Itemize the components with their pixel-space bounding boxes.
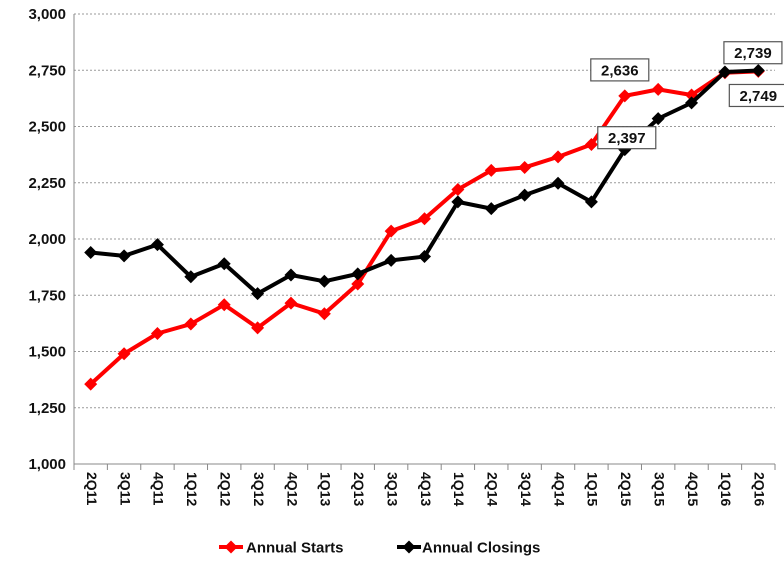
data-point-marker <box>584 138 598 151</box>
data-point-marker <box>551 176 565 190</box>
series-annual-closings <box>84 63 765 301</box>
data-point-marker <box>317 307 331 321</box>
data-point-marker <box>284 296 298 310</box>
x-tick-label: 2Q13 <box>351 472 367 506</box>
callout-text: 2,636 <box>601 62 639 79</box>
y-tick-label: 2,500 <box>28 119 66 136</box>
data-point-marker <box>217 298 231 312</box>
data-point-marker <box>251 287 265 301</box>
data-point-marker <box>84 377 98 391</box>
data-callouts: 2,636 2,397 2,739 2,749 <box>590 41 784 150</box>
data-point-marker <box>351 267 365 281</box>
x-tick-label: 4Q13 <box>418 472 434 506</box>
legend-label: Annual Closings <box>422 540 540 557</box>
data-point-marker <box>84 246 98 259</box>
data-point-marker <box>150 327 164 340</box>
data-point-marker <box>718 65 732 79</box>
x-tick-label: 4Q11 <box>151 472 167 506</box>
x-tick-label: 2Q15 <box>618 472 634 506</box>
data-point-marker <box>117 249 131 263</box>
data-point-marker <box>251 321 265 335</box>
callout-label: 2,636 <box>590 58 650 82</box>
callout-text: 2,739 <box>734 45 772 62</box>
data-point-marker <box>484 163 498 177</box>
x-tick-label: 4Q15 <box>685 472 701 506</box>
series-layer <box>84 63 765 391</box>
data-point-marker <box>518 188 532 202</box>
y-tick-label: 1,750 <box>28 287 66 304</box>
data-point-marker <box>751 63 765 77</box>
series-annual-starts <box>84 64 765 391</box>
gridlines <box>74 13 775 409</box>
legend-marker <box>402 540 416 554</box>
x-tick-label: 1Q12 <box>184 472 200 506</box>
data-point-marker <box>651 112 665 126</box>
y-tick-label: 2,750 <box>28 62 66 79</box>
x-tick-label: 3Q15 <box>651 472 667 506</box>
x-tick-label: 3Q13 <box>384 472 400 506</box>
data-point-marker <box>418 212 431 226</box>
y-axis-ticks: 1,000 1,250 1,500 1,750 2,000 2,250 2,500 2,750… <box>28 6 66 473</box>
callout-text: 2,749 <box>740 88 778 105</box>
x-tick-label: 2Q12 <box>218 472 234 506</box>
y-tick-label: 1,250 <box>28 400 66 417</box>
data-point-marker <box>217 257 231 271</box>
callout-box <box>728 83 784 108</box>
y-tick-label: 1,500 <box>28 344 66 361</box>
x-tick-label: 2Q14 <box>485 472 501 506</box>
x-tick-label: 3Q12 <box>251 472 267 506</box>
callout-label: 2,397 <box>597 126 657 150</box>
x-tick-label: 4Q14 <box>551 472 567 506</box>
legend-item: Annual Starts <box>219 540 344 557</box>
data-point-marker <box>150 238 164 252</box>
axes <box>73 14 775 465</box>
data-point-marker <box>117 347 131 361</box>
data-point-marker <box>351 277 365 291</box>
data-point-marker <box>451 195 465 209</box>
callout-label: 2,749 <box>728 83 784 108</box>
data-point-marker <box>284 268 298 282</box>
legend-label: Annual Starts <box>246 540 344 557</box>
data-point-marker <box>317 274 331 288</box>
data-point-marker <box>418 250 431 264</box>
x-tick-label: 4Q12 <box>284 472 300 506</box>
data-point-marker <box>518 160 532 174</box>
data-point-marker <box>551 150 565 164</box>
y-tick-label: 1,000 <box>28 456 66 473</box>
data-point-marker <box>184 270 198 284</box>
x-tick-label: 1Q14 <box>451 472 467 506</box>
x-tick-label: 1Q13 <box>318 472 334 506</box>
y-tick-label: 2,250 <box>28 175 66 192</box>
y-tick-label: 3,000 <box>28 6 66 23</box>
data-point-marker <box>184 317 198 331</box>
x-axis-ticks: 2Q11 3Q11 4Q11 1Q12 2Q12 3Q12 4Q12 1Q13 2Q13 3Q13… <box>73 464 776 506</box>
data-point-marker <box>651 82 665 96</box>
legend-marker <box>224 540 238 554</box>
x-tick-label: 1Q16 <box>718 472 734 506</box>
data-point-marker <box>484 202 498 216</box>
x-tick-label: 3Q14 <box>518 472 534 506</box>
callout-label: 2,739 <box>723 41 783 65</box>
x-tick-label: 3Q11 <box>117 472 133 506</box>
data-point-marker <box>685 96 699 110</box>
data-point-marker <box>384 253 398 267</box>
data-point-marker <box>451 183 465 196</box>
legend-item: Annual Closings <box>397 540 540 557</box>
x-tick-label: 2Q11 <box>84 472 100 506</box>
x-tick-label: 1Q15 <box>585 472 601 506</box>
callout-box <box>590 58 650 82</box>
data-point-marker <box>584 195 598 209</box>
data-point-marker <box>618 89 632 103</box>
legend: Annual Starts Annual Closings <box>219 540 540 557</box>
callout-box <box>597 126 657 150</box>
x-tick-label: 2Q16 <box>752 472 768 506</box>
callout-text: 2,397 <box>608 130 646 147</box>
data-point-marker <box>384 224 398 238</box>
callout-box <box>723 41 783 65</box>
y-tick-label: 2,000 <box>28 231 66 248</box>
